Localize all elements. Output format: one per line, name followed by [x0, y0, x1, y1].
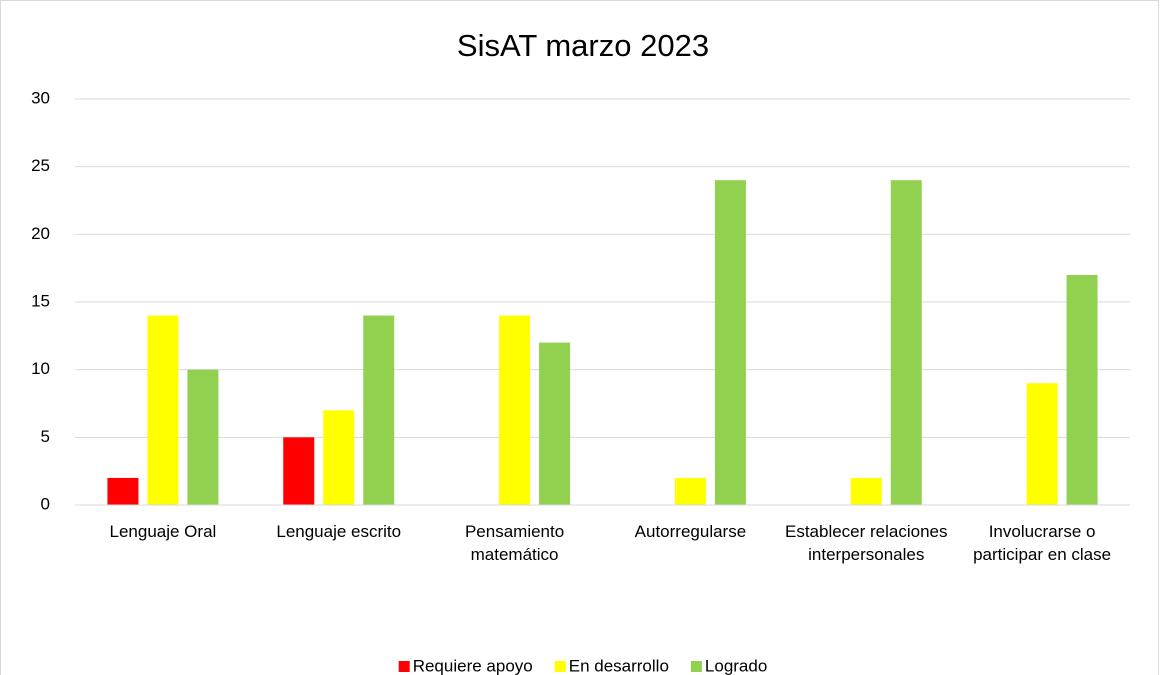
- y-tick-label: 0: [41, 494, 50, 513]
- bar: [1066, 274, 1098, 505]
- bar: [499, 315, 531, 505]
- legend-label: Requiere apoyo: [413, 656, 533, 675]
- bar: [674, 477, 706, 505]
- x-tick-label: Pensamiento matemático: [465, 522, 564, 564]
- chart-title: SisAT marzo 2023: [457, 28, 709, 63]
- bar: [323, 410, 355, 505]
- y-tick-label: 5: [41, 427, 50, 446]
- bar: [107, 477, 139, 505]
- bar: [187, 369, 219, 505]
- bar: [539, 342, 571, 505]
- bar: [850, 477, 882, 505]
- x-tick-label: Establecer relaciones interpersonales: [785, 522, 948, 564]
- x-tick-label: Lenguaje escrito: [276, 522, 401, 541]
- y-tick-label: 30: [31, 88, 50, 107]
- y-tick-label: 10: [31, 359, 50, 378]
- legend-swatch: [690, 661, 702, 672]
- bar: [890, 180, 922, 505]
- x-tick-label: Autorregularse: [635, 522, 747, 541]
- x-tick-label: Involucrarse o participar en clase: [973, 522, 1111, 564]
- x-tick-label: Lenguaje Oral: [110, 522, 217, 541]
- bar: [283, 437, 315, 505]
- bar: [147, 315, 179, 505]
- bar: [363, 315, 395, 505]
- legend-swatch: [398, 661, 410, 672]
- legend-label: Logrado: [705, 656, 767, 675]
- y-tick-label: 20: [31, 224, 50, 243]
- y-tick-label: 25: [31, 156, 50, 175]
- y-tick-label: 15: [31, 291, 50, 310]
- bar: [1026, 383, 1058, 505]
- bar: [714, 180, 746, 505]
- legend-swatch: [554, 661, 566, 672]
- legend-label: En desarrollo: [569, 656, 669, 675]
